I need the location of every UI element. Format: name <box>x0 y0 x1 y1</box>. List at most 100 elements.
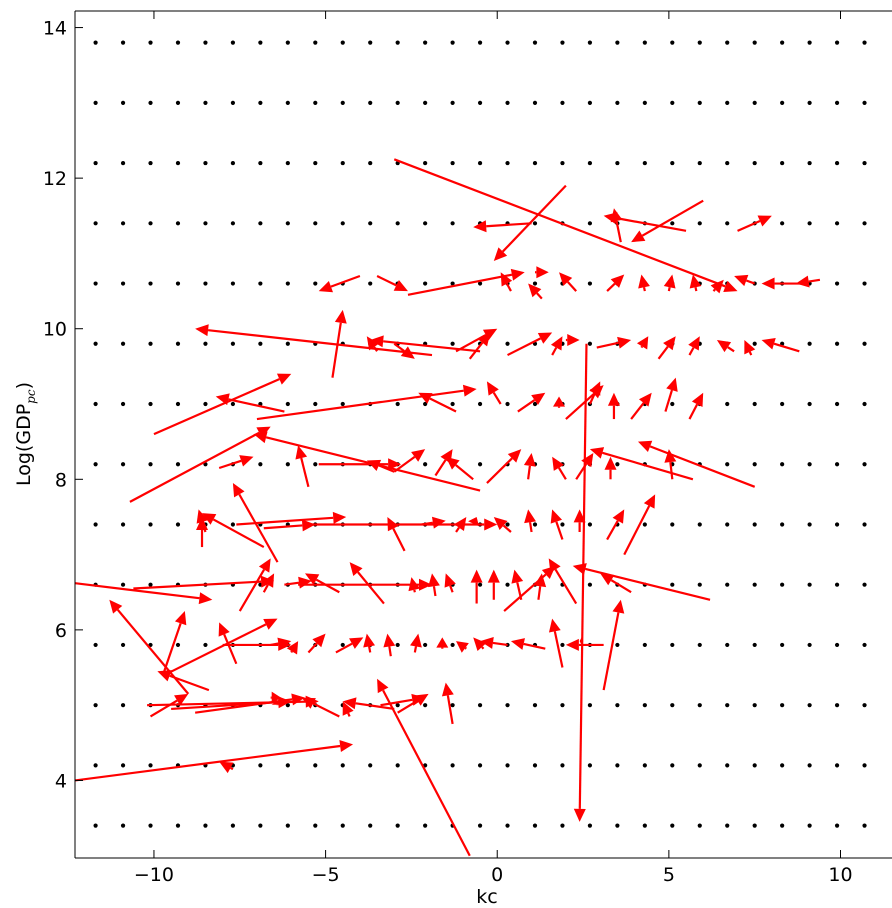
arrow <box>579 635 584 648</box>
arrow <box>510 638 546 650</box>
grid-point <box>642 160 647 166</box>
grid-point <box>148 763 153 768</box>
grid-point <box>532 100 538 105</box>
grid-point <box>862 401 867 407</box>
grid-point <box>670 823 675 828</box>
arrow-shaft <box>565 393 595 420</box>
arrow-head <box>388 458 402 471</box>
arrow-shaft <box>75 582 200 600</box>
arrow-head <box>477 332 491 347</box>
arrow-shaft <box>536 292 543 300</box>
arrow-head <box>410 633 422 648</box>
grid-point <box>834 40 840 45</box>
arrow <box>455 328 498 353</box>
grid-point <box>120 160 126 166</box>
arrow <box>335 637 364 654</box>
arrow <box>407 268 525 296</box>
arrow <box>565 334 580 347</box>
grid-point <box>505 522 510 527</box>
arrow-shaft <box>455 464 474 481</box>
grid-point <box>477 160 483 166</box>
grid-point <box>450 160 455 166</box>
arrow-head <box>631 230 646 243</box>
arrow <box>307 633 326 654</box>
y-tick-label: 6 <box>55 620 67 642</box>
grid-point <box>780 582 785 587</box>
arrow-head <box>339 740 354 752</box>
grid-point <box>258 462 263 467</box>
arrow-shaft <box>505 283 512 292</box>
grid-point <box>862 703 867 708</box>
grid-point <box>93 160 98 166</box>
grid-point <box>120 401 126 407</box>
grid-point <box>148 221 153 226</box>
arrow-head <box>572 563 587 575</box>
grid-point <box>780 160 785 166</box>
arrow-head <box>579 635 583 648</box>
arrow-shaft <box>528 522 533 533</box>
arrow <box>623 494 656 556</box>
arrow <box>194 693 305 714</box>
grid-point <box>450 642 455 648</box>
arrow <box>445 456 474 481</box>
arrow-head <box>215 393 230 406</box>
arrow-shaft <box>75 744 341 782</box>
grid-point <box>313 462 318 467</box>
arrow <box>256 384 477 421</box>
arrow-shaft <box>307 642 318 654</box>
grid-point <box>752 401 757 407</box>
x-tick-label: 5 <box>663 864 675 886</box>
grid-point <box>395 642 400 648</box>
grid-point <box>532 40 538 45</box>
arrow-head <box>419 578 433 591</box>
grid-point <box>560 763 565 768</box>
grid-point <box>532 763 538 768</box>
grid-point <box>587 341 593 346</box>
grid-point <box>752 582 757 587</box>
grid-point <box>807 522 812 527</box>
grid-point <box>807 823 812 828</box>
arrow-head <box>493 247 508 261</box>
arrow <box>342 697 395 711</box>
grid-point <box>560 522 565 527</box>
arrow <box>410 633 422 653</box>
arrow-shaft <box>380 698 413 707</box>
arrow <box>737 215 772 232</box>
arrow-head <box>523 452 536 467</box>
arrow-head <box>689 274 702 289</box>
arrow-head <box>304 573 320 585</box>
arrow-shaft <box>669 461 674 480</box>
grid-point <box>834 160 840 166</box>
grid-point <box>93 281 98 286</box>
arrow-shaft <box>392 528 406 552</box>
grid-point <box>697 40 702 45</box>
arrow-shaft <box>464 647 467 650</box>
arrow <box>500 272 513 292</box>
grid-point <box>697 221 702 226</box>
arrow-head <box>174 611 187 626</box>
arrow <box>553 396 566 408</box>
arrow-head <box>612 599 625 614</box>
grid-point <box>203 100 208 105</box>
grid-point <box>423 462 428 467</box>
arrow-head <box>607 392 620 406</box>
arrow-shaft <box>407 273 513 296</box>
arrow <box>218 455 254 470</box>
arrow-head <box>691 392 704 408</box>
arrow <box>75 582 213 605</box>
arrow <box>270 637 292 650</box>
grid-point <box>148 40 153 45</box>
arrow <box>149 693 189 718</box>
arrow <box>232 483 279 563</box>
grid-point <box>395 40 400 45</box>
grid-point <box>423 401 428 407</box>
grid-point <box>725 160 730 166</box>
arrow <box>153 373 292 436</box>
grid-point <box>120 703 126 708</box>
arrow <box>444 573 456 593</box>
grid-point <box>834 763 840 768</box>
arrow <box>418 392 457 413</box>
grid-point <box>120 823 126 828</box>
arrow-shaft <box>630 402 645 420</box>
arrow-head <box>548 558 561 573</box>
